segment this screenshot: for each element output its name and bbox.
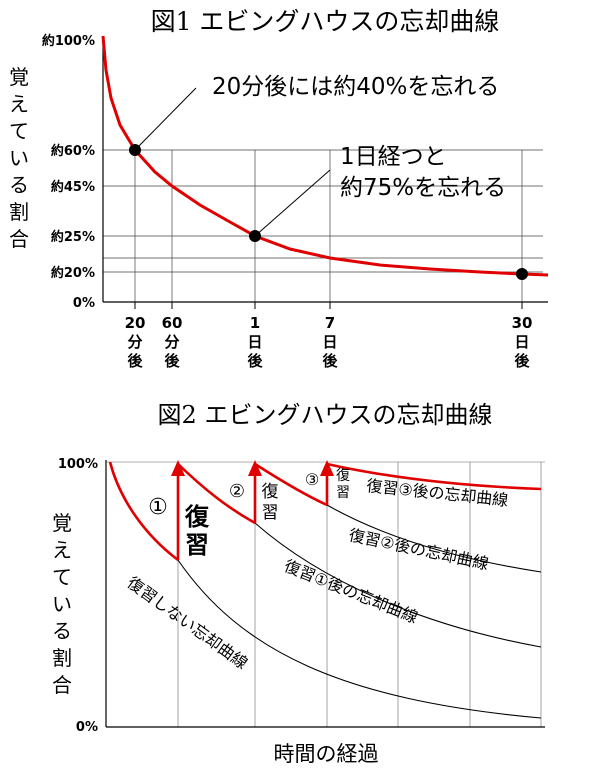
chart1-y-axis-label-text-char: 割 [9, 200, 29, 224]
chart2-review-label-1: 復習 [184, 503, 210, 559]
chart1-x-tick-label: 7日後 [321, 314, 338, 370]
chart1-y-axis-label-text-char: え [9, 92, 29, 116]
chart1-y-tick-label: 約25% [51, 229, 95, 245]
chart1-x-tick-label-line: 後 [513, 352, 530, 370]
chart1-y-axis-label-text-char: て [9, 119, 29, 143]
chart1-y-ticks: 約100% 約60% 約45% 約25% 約20% 0% [42, 33, 95, 311]
chart2-y-ticks: 100% 0% [58, 457, 98, 735]
chart2-review-marker-1: ① [148, 495, 168, 520]
chart2-x-axis-label: 時間の経過 [274, 742, 379, 766]
chart2-review-label-3-char: 習 [336, 485, 350, 501]
chart1-x-tick-label-line: 日 [514, 333, 529, 351]
chart1-x-tick-label-line: 日 [322, 333, 337, 351]
chart1-x-tick-label: 1日後 [246, 314, 263, 370]
chart2-y-axis-label-text-char: え [52, 538, 72, 562]
chart1-x-tick-label-line: 分 [127, 333, 142, 351]
chart2-curve-label-no-review: 復習しない忘却曲線 [124, 573, 252, 673]
chart2-review-arrow-head [171, 460, 185, 476]
chart1-x-tick-label-line: 1 [250, 314, 260, 332]
chart2-review-arrow-head [320, 460, 334, 476]
chart2-curve-label-review2: 復習②後の忘却曲線 [347, 525, 490, 573]
chart1-highlight-point [516, 268, 528, 280]
chart2-review-arrow-head [248, 460, 262, 476]
chart1-annotation-leader [254, 169, 331, 237]
chart2-review-label-3: 復習 [336, 467, 350, 501]
chart1-y-axis-label-text-char: 覚 [9, 65, 29, 89]
chart2-red-decay-3 [254, 462, 328, 507]
chart1-x-tick-label-line: 分 [164, 333, 179, 351]
chart2-red-decay-4 [326, 462, 542, 491]
chart1-annotation-1day-line2: 約75%を忘れる [340, 175, 506, 201]
chart1-x-tick-label-line: 30 [512, 314, 533, 332]
chart2-review-label-2-char: 習 [262, 503, 279, 523]
chart2-review-marker-2: ② [229, 481, 245, 502]
chart1-x-tick-label-line: 60 [162, 314, 183, 332]
chart2-review-label-2-char: 復 [262, 482, 279, 502]
chart2-curve-review2 [326, 504, 542, 573]
chart1-grid [103, 149, 543, 308]
chart1-x-tick-label-line: 後 [246, 352, 263, 370]
chart2-curve-no-review [177, 559, 542, 719]
chart2-y-axis-label-text-char: て [52, 565, 72, 589]
chart2-review-label-1-char: 復 [184, 503, 210, 531]
chart2-red-decay-1 [108, 461, 179, 562]
chart2-review-label-2: 復習 [262, 482, 279, 523]
chart2-title: 図2 エビングハウスの忘却曲線 [158, 401, 493, 429]
chart2-curve-review1 [254, 522, 542, 648]
chart1-annotation-1day-line1: 1日経つと [340, 144, 447, 170]
chart1-y-tick-label: 約45% [51, 179, 95, 195]
chart1-annotation-leaders [134, 87, 331, 237]
chart1-y-tick-label: 約100% [42, 33, 95, 49]
chart1-title: 図1 エビングハウスの忘却曲線 [151, 7, 500, 36]
chart1-x-tick-label-line: 日 [247, 333, 262, 351]
chart1-x-tick-label-line: 後 [163, 352, 180, 370]
chart1: 図1 エビングハウスの忘却曲線 約100%約60%約45%約25%約20%0% … [9, 7, 549, 370]
chart2-review-label-3-char: 復 [336, 467, 350, 484]
chart1-annotation-leader [134, 87, 197, 151]
chart2-review-marker-3: ③ [305, 470, 319, 489]
chart1-y-axis-label-text-char: 合 [9, 227, 29, 251]
chart1-y-axis-label-text-char: い [9, 146, 29, 170]
chart1-x-tick-label-line: 7 [325, 314, 335, 332]
chart1-y-tick-label: 約20% [51, 265, 95, 281]
chart1-highlight-point [129, 144, 141, 156]
chart1-highlight-point [249, 230, 261, 242]
chart2-y-axis-label-text-char: 合 [52, 673, 72, 697]
chart2-axes [105, 460, 545, 728]
chart1-x-tick-label: 20分後 [125, 314, 146, 370]
chart1-y-tick-label: 0% [73, 296, 95, 311]
chart1-annotation-20min: 20分後には約40%を忘れる [212, 74, 499, 100]
chart2-curves [108, 461, 542, 719]
chart1-y-axis-label-text-char: る [9, 173, 29, 197]
chart2-red-decay-2 [177, 463, 256, 525]
chart1-x-tick-label-line: 後 [321, 352, 338, 370]
chart2-curve-label-review1: 復習①後の忘却曲線 [282, 556, 421, 627]
chart2-y-tick-label: 0% [76, 720, 98, 735]
chart2-y-axis-label-text-char: 覚 [52, 511, 72, 535]
chart1-axes [102, 36, 548, 309]
chart2-review-arrows [171, 460, 334, 560]
chart1-forgetting-curve [101, 35, 549, 277]
chart2-y-tick-label: 100% [58, 457, 98, 472]
chart1-y-tick-label: 約60% [51, 143, 95, 159]
chart1-x-tick-label-line: 後 [126, 352, 143, 370]
chart1-highlight-points [129, 144, 528, 280]
chart2-y-axis-label-text-char: い [52, 592, 72, 616]
chart2-y-axis-label-text-char: る [52, 619, 72, 643]
chart2-y-axis-label-text-char: 割 [52, 646, 72, 670]
chart2-review-label-1-char: 習 [185, 531, 209, 559]
chart1-x-tick-label-line: 20 [125, 314, 146, 332]
